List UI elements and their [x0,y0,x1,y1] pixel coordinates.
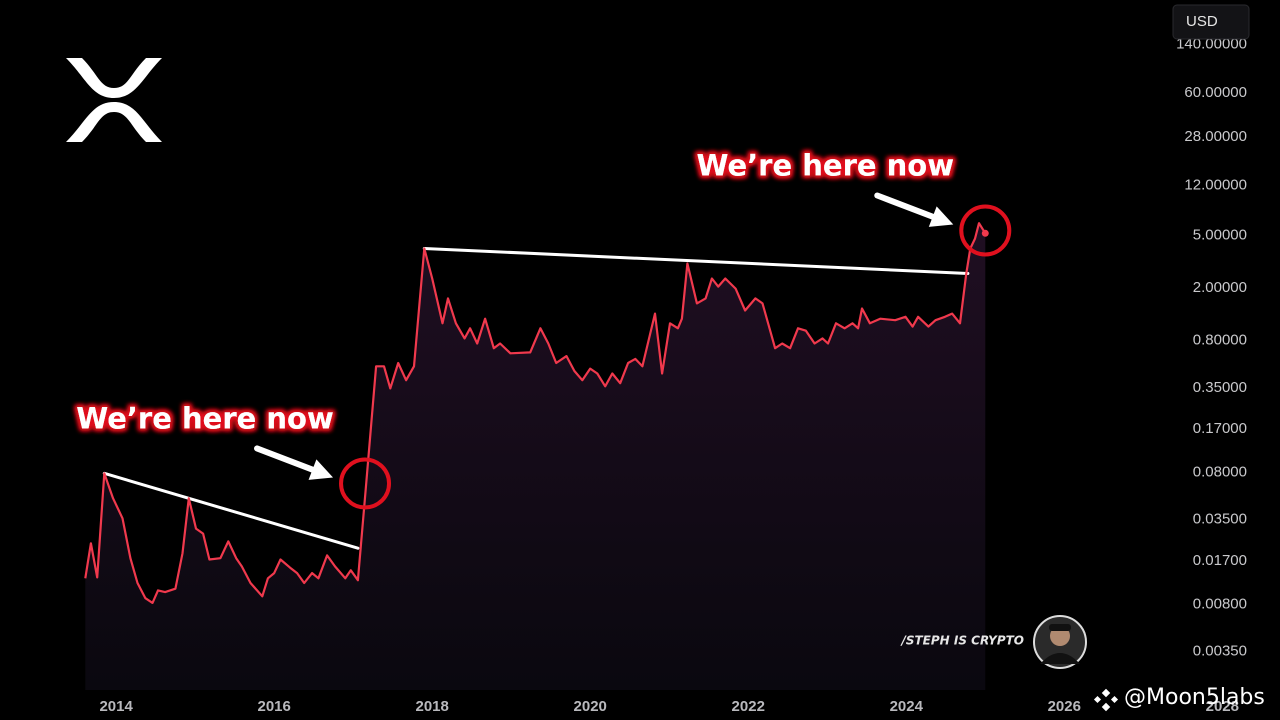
y-tick-label: 5.00000 [1193,227,1247,244]
x-tick-label: 2022 [732,698,765,715]
y-tick-label: 0.17000 [1193,420,1247,437]
x-tick-label: 2028 [1206,698,1239,715]
x-tick-label: 2016 [257,698,290,715]
credit: /STEPH IS CRYPTO [899,634,1024,648]
y-tick-label: 140.00000 [1176,36,1247,53]
price-line [84,222,987,604]
x-tick-label: 2014 [99,698,133,715]
y-tick-label: 0.80000 [1193,331,1247,348]
y-tick-label: 28.00000 [1184,128,1247,145]
y-tick-label: 0.00350 [1193,643,1247,660]
annotation-arrow [254,445,334,480]
avatar [1033,615,1087,669]
arrow-head [928,206,954,227]
x-tick-label: 2020 [574,698,607,715]
trendline [422,246,970,275]
x-tick-label: 2026 [1048,698,1081,715]
y-tick-label: 0.01700 [1193,552,1247,569]
y-tick-label: 2.00000 [1193,279,1247,296]
y-tick-label: 0.08000 [1193,463,1247,480]
y-tick-label: 12.00000 [1184,176,1247,193]
currency-box[interactable] [1172,4,1250,40]
xrp-logo [66,58,162,142]
watermark: @Moon5labs [1124,685,1265,710]
price-axis: 140.00000 60.00000 28.00000 12.00000 5.00000… [99,36,1247,715]
plot-area: We’re here now We’re here now [76,149,1012,690]
last-price-dot [981,229,989,237]
annotation-text: We’re here now [697,149,954,183]
y-tick-label: 0.03500 [1193,511,1247,528]
x-tick-label: 2018 [416,698,449,715]
annotation-circle [959,204,1012,257]
price-area [85,223,986,690]
currency-label: USD [1186,13,1218,30]
y-tick-label: 0.00800 [1193,595,1247,612]
y-tick-label: 60.00000 [1184,84,1247,101]
annotation-text: We’re here now [76,401,333,435]
trendline [102,471,360,550]
arrow-head [308,459,334,480]
annotation-circle [339,457,392,510]
annotation-arrow [874,192,954,227]
y-tick-label: 0.35000 [1193,379,1247,396]
x-tick-label: 2024 [890,698,924,715]
